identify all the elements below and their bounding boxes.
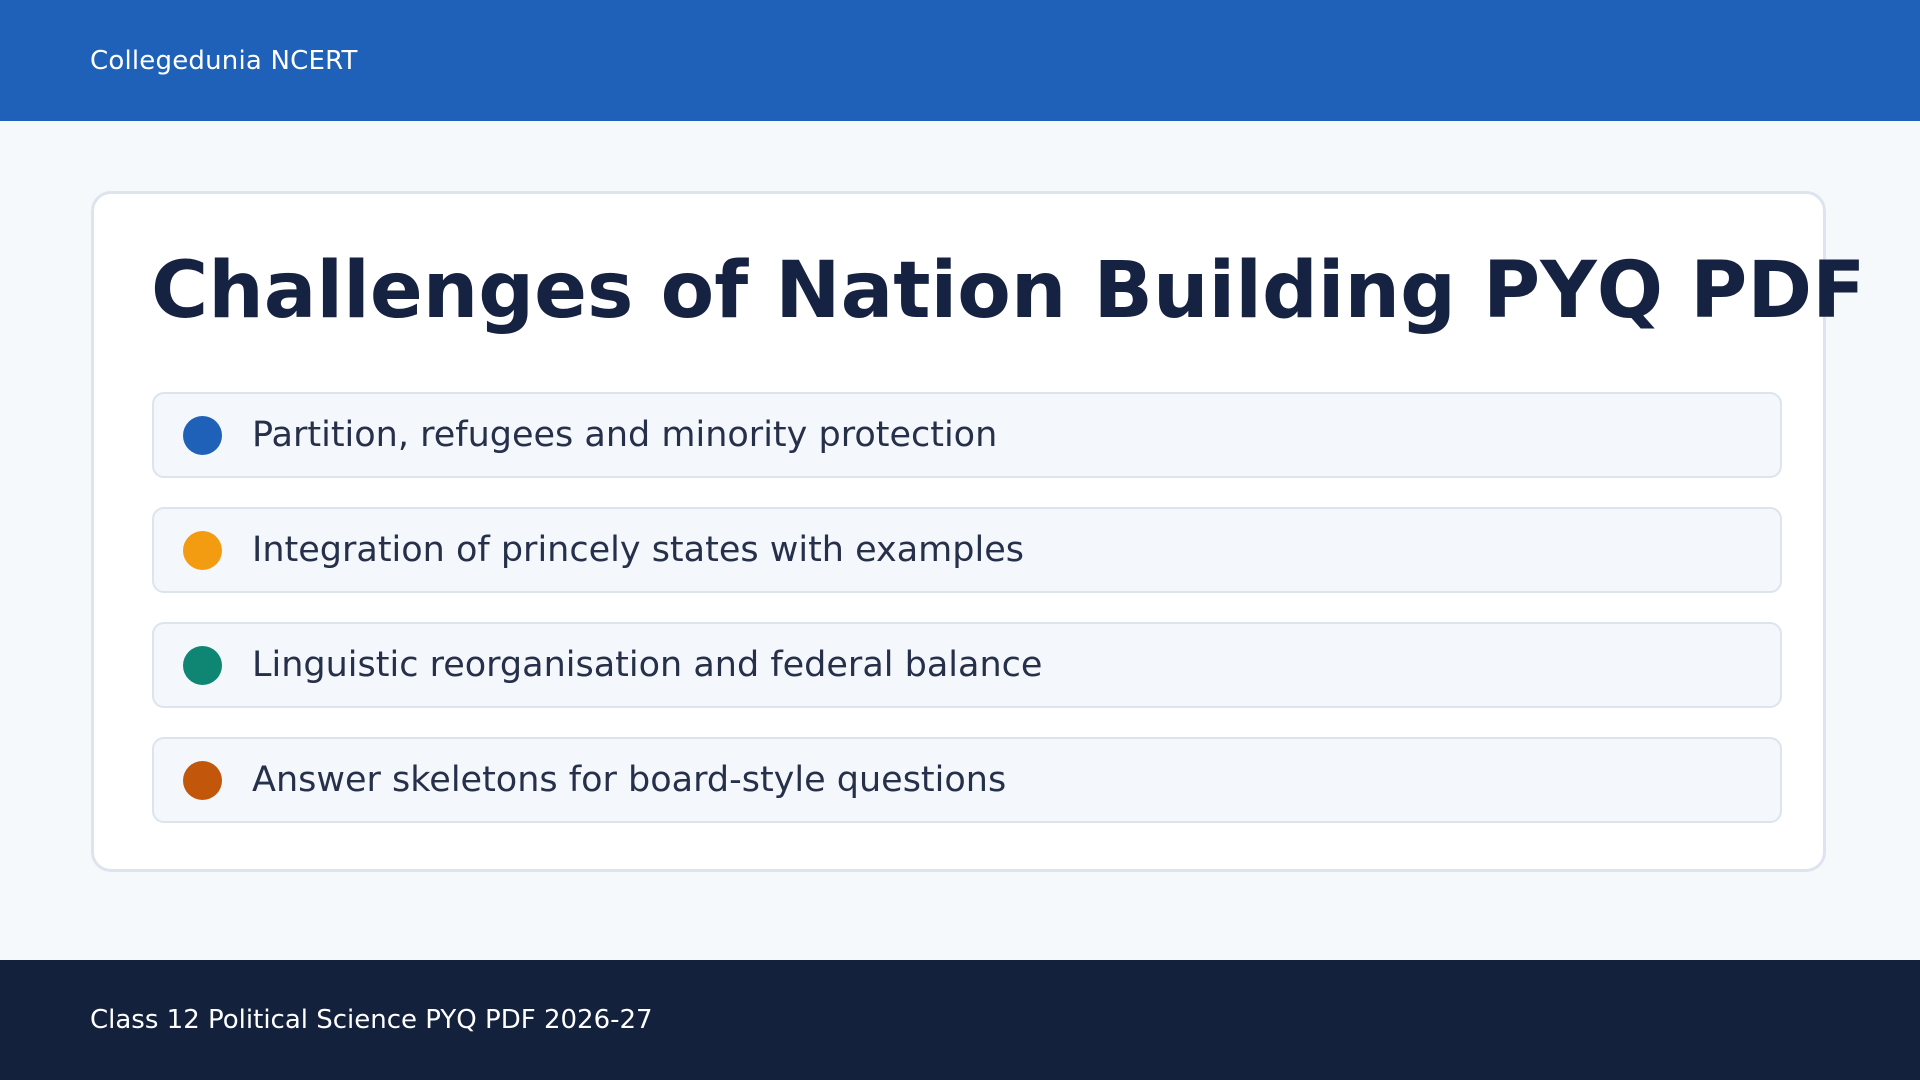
list-item: Partition, refugees and minority protect… bbox=[152, 392, 1782, 478]
list-item-label: Integration of princely states with exam… bbox=[252, 530, 1024, 570]
bullet-dot-icon bbox=[183, 760, 222, 800]
list-item: Linguistic reorganisation and federal ba… bbox=[152, 622, 1782, 708]
list-item-label: Linguistic reorganisation and federal ba… bbox=[252, 645, 1043, 685]
list-item: Answer skeletons for board-style questio… bbox=[152, 737, 1782, 823]
content-card: Challenges of Nation Building PYQ PDF Pa… bbox=[91, 191, 1865, 872]
header-bar: Collegedunia NCERT bbox=[0, 0, 1920, 121]
footer-bar: Class 12 Political Science PYQ PDF 2026-… bbox=[0, 960, 1920, 1080]
list-item-label: Answer skeletons for board-style questio… bbox=[252, 760, 1007, 800]
bullet-dot-icon bbox=[183, 530, 222, 570]
bullet-dot-icon bbox=[183, 415, 222, 455]
bullet-dot-icon bbox=[183, 645, 222, 685]
brand-name: Collegedunia NCERT bbox=[90, 45, 358, 76]
topic-list: Partition, refugees and minority protect… bbox=[152, 392, 1782, 852]
footer-text: Class 12 Political Science PYQ PDF 2026-… bbox=[90, 1005, 653, 1035]
page-title: Challenges of Nation Building PYQ PDF bbox=[151, 246, 1866, 336]
list-item-label: Partition, refugees and minority protect… bbox=[252, 415, 998, 455]
list-item: Integration of princely states with exam… bbox=[152, 507, 1782, 593]
